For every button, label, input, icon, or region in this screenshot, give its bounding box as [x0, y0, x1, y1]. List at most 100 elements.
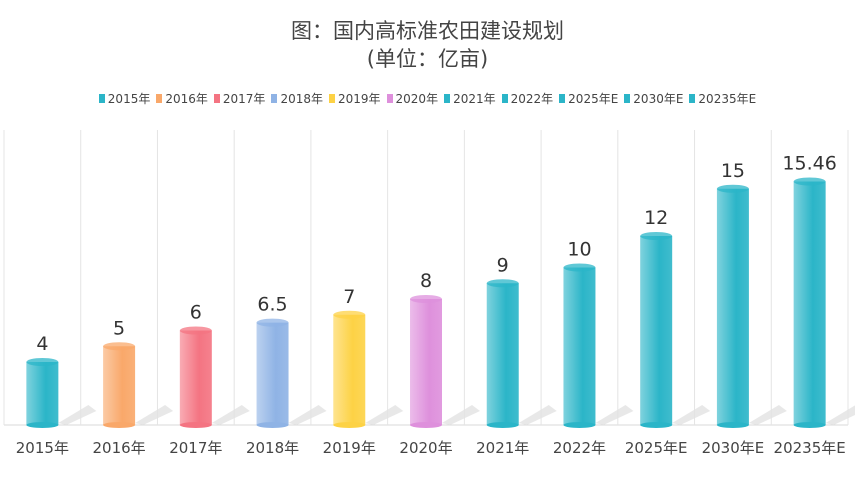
legend-item: 20235年E: [689, 90, 756, 107]
bar: [716, 188, 749, 425]
bar-shadow: [211, 405, 250, 425]
bar-top: [179, 326, 212, 335]
bar-top: [640, 232, 673, 240]
legend-swatch: [501, 94, 508, 103]
data-label: 7: [343, 286, 355, 308]
data-label: 6.5: [257, 294, 287, 316]
bar-bottom: [563, 422, 596, 428]
x-tick-label: 20235年E: [774, 439, 846, 457]
bar-top: [26, 358, 59, 366]
bar-shadow: [288, 405, 327, 425]
bar-top: [716, 184, 749, 193]
bar-top: [256, 318, 289, 327]
bar-shadow: [672, 405, 711, 425]
bar-bottom: [640, 422, 673, 428]
data-label: 10: [567, 239, 591, 261]
legend-item: 2022年: [501, 90, 554, 107]
legend-swatch: [271, 94, 278, 103]
bar-shadow: [442, 405, 480, 425]
data-label: 12: [644, 207, 668, 229]
bar-top: [793, 177, 826, 186]
legend-label: 2020年: [395, 92, 439, 106]
legend-swatch: [559, 94, 566, 103]
data-label: 5: [113, 317, 125, 339]
data-label: 9: [497, 254, 509, 276]
bar-bottom: [26, 422, 59, 428]
x-tick-label: 2025年E: [625, 439, 688, 457]
legend-swatch: [156, 94, 163, 103]
x-tick-label: 2020年: [399, 439, 452, 457]
data-label: 15: [721, 160, 745, 182]
x-tick-label: 2019年: [323, 439, 376, 457]
chart-subtitle: (单位：亿亩): [366, 47, 489, 71]
legend-label: 2016年: [165, 92, 208, 106]
legend-swatch: [624, 94, 631, 103]
bar-bottom: [179, 422, 212, 428]
bar: [640, 236, 673, 425]
bar-shadow: [595, 405, 634, 425]
legend-label: 2022年: [510, 92, 554, 106]
legend-swatch: [98, 94, 105, 103]
legend-swatch: [444, 94, 451, 103]
bar-top: [103, 342, 136, 351]
bar-shadow: [518, 405, 557, 425]
legend-swatch: [689, 94, 696, 103]
legend-swatch: [328, 94, 335, 103]
chart-title: 图：国内高标准农田建设规划: [291, 19, 564, 43]
legend-item: 2021年: [444, 90, 496, 107]
bar-shadow: [58, 405, 97, 425]
legend-label: 2018年: [280, 92, 323, 106]
legend-item: 2030年E: [624, 90, 683, 107]
legend-item: 2017年: [213, 90, 266, 107]
legend-label: 2021年: [453, 92, 496, 106]
bar-bottom: [103, 422, 136, 428]
bar-bottom: [793, 422, 826, 428]
x-tick-label: 2016年: [92, 439, 145, 457]
bar-shadow: [825, 405, 855, 425]
legend-item: 2020年: [386, 90, 439, 107]
x-tick-label: 2015年: [16, 439, 69, 457]
bar: [179, 330, 212, 425]
bar-bottom: [486, 422, 519, 428]
legend-item: 2015年: [98, 90, 151, 107]
bar: [103, 346, 136, 425]
legend-item: 2025年E: [559, 90, 618, 107]
legend-swatch: [386, 94, 393, 103]
legend-swatch: [213, 94, 220, 103]
data-label: 6: [190, 302, 202, 324]
bar-bottom: [256, 422, 289, 428]
data-label: 4: [36, 333, 48, 355]
bar: [410, 299, 442, 425]
bar-top: [563, 263, 596, 272]
bar-shadow: [365, 405, 404, 425]
x-tick-label: 2022年: [553, 439, 606, 457]
bar: [333, 314, 366, 425]
bar: [793, 181, 826, 425]
legend-item: 2018年: [271, 90, 323, 107]
legend-label: 2030年E: [633, 92, 684, 106]
legend-item: 2016年: [156, 90, 208, 107]
bar: [563, 267, 596, 425]
data-label: 15.46: [782, 153, 836, 175]
bar: [26, 362, 59, 425]
x-tick-label: 2017年: [169, 439, 222, 457]
bar-bottom: [716, 422, 749, 428]
legend-label: 20235年E: [698, 92, 757, 106]
legend-label: 2017年: [222, 92, 266, 106]
bar-shadow: [748, 405, 787, 425]
legend-label: 2015年: [107, 92, 151, 106]
legend-item: 2019年: [328, 90, 381, 107]
bar: [256, 322, 289, 425]
bar-top: [410, 295, 442, 303]
legend-label: 2019年: [337, 92, 381, 106]
bar: [486, 283, 519, 425]
x-tick-label: 2030年E: [702, 439, 765, 457]
x-tick-label: 2021年: [476, 439, 529, 457]
bar-top: [333, 310, 366, 319]
bar-top: [486, 279, 519, 288]
legend: 2015年 2016年 2017年 2018年 2019年 2020年 2021年 2022年…: [0, 90, 855, 107]
x-tick-label: 2018年: [246, 439, 299, 457]
bar-bottom: [333, 422, 366, 428]
bar-shadow: [135, 405, 174, 425]
